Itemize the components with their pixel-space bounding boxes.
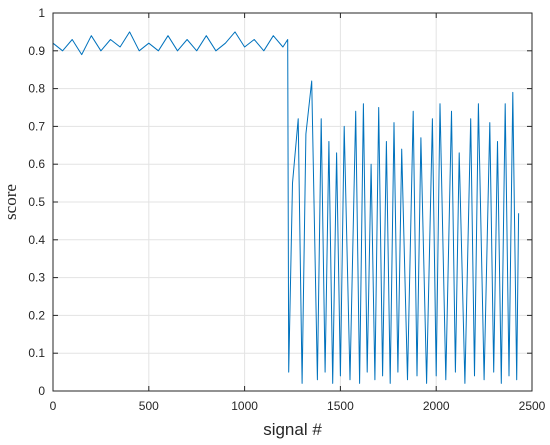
y-tick-label: 0: [38, 384, 45, 398]
x-tick-label: 0: [50, 399, 57, 413]
y-tick-label: 0.9: [28, 44, 45, 58]
y-tick-label: 0.6: [28, 157, 45, 171]
series-line: [52, 31, 520, 384]
x-tick-label: 500: [139, 399, 159, 413]
y-tick-label: 1: [38, 6, 45, 20]
x-tick-label: 1500: [327, 399, 354, 413]
x-axis-label: signal #: [263, 420, 322, 439]
y-tick-label: 0.8: [28, 82, 45, 96]
y-tick-label: 0.5: [28, 195, 45, 209]
y-tick-label: 0.1: [28, 346, 45, 360]
y-axis-label: score: [1, 184, 20, 220]
x-tick-label: 1000: [231, 399, 258, 413]
axis-ticks: [52, 12, 533, 392]
y-tick-label: 0.2: [28, 308, 45, 322]
series-layer: [52, 31, 520, 384]
y-tick-label: 0.3: [28, 271, 45, 285]
y-tick-label: 0.7: [28, 119, 45, 133]
y-tick-label: 0.4: [28, 233, 45, 247]
tick-labels: 0 500 1000 1500 2000 2500 0 0.1 0.2 0.3 0.4 0.5 0.6 0…: [28, 6, 545, 413]
x-tick-label: 2000: [423, 399, 450, 413]
x-tick-label: 2500: [519, 399, 546, 413]
